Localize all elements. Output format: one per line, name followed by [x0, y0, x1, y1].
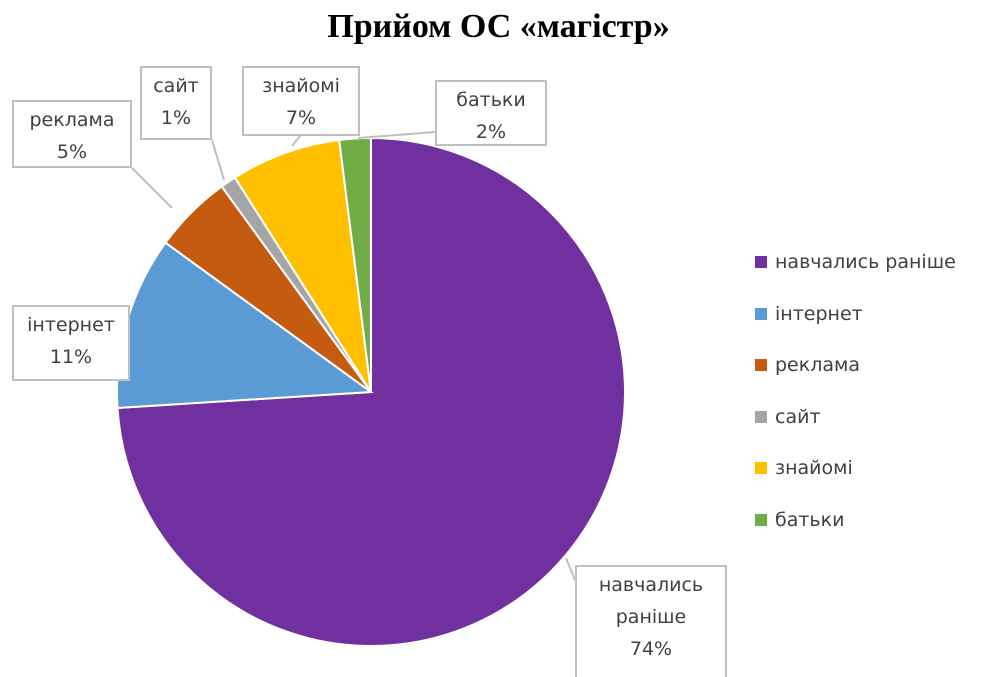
data-label: сайт 1%: [140, 66, 212, 140]
leader-line: [565, 557, 576, 581]
legend-label: батьки: [775, 509, 845, 531]
legend-swatch: [755, 462, 767, 475]
legend-swatch: [755, 307, 767, 320]
legend-label: навчались раніше: [775, 251, 956, 273]
data-label: навчались раніше 74%: [575, 565, 727, 677]
leader-line: [211, 139, 225, 181]
label-value: 11%: [49, 346, 93, 368]
pie-slice: [338, 136, 372, 393]
label-name: сайт: [153, 75, 199, 97]
legend-label: знайомі: [775, 457, 853, 480]
legend-swatch: [755, 359, 767, 372]
leader-line: [131, 167, 173, 209]
leader-line: [291, 135, 301, 147]
label-value: 7%: [285, 107, 317, 129]
data-label: інтернет 11%: [12, 305, 130, 381]
legend-label: реклама: [775, 354, 860, 377]
chart-title: Прийом ОС «магістр»: [327, 8, 670, 45]
legend-label: інтернет: [775, 302, 863, 325]
label-value: 2%: [475, 121, 507, 143]
data-label: батьки 2%: [435, 80, 547, 146]
legend-swatch: [755, 256, 767, 268]
label-name: знайомі: [262, 75, 340, 97]
label-name: реклама: [29, 109, 115, 131]
label-name: інтернет: [27, 314, 115, 336]
label-value: 74%: [629, 638, 673, 660]
label-name: батьки: [456, 89, 526, 111]
label-value: 5%: [56, 141, 88, 163]
legend-swatch: [755, 514, 767, 526]
data-label: знайомі 7%: [242, 66, 360, 136]
legend-swatch: [755, 410, 767, 423]
legend-label: сайт: [775, 405, 821, 428]
label-value: 1%: [160, 107, 192, 129]
pie-slice: [233, 138, 372, 393]
data-label: реклама 5%: [12, 100, 132, 168]
leader-line: [357, 131, 436, 139]
label-name: навчались раніше: [598, 574, 704, 628]
